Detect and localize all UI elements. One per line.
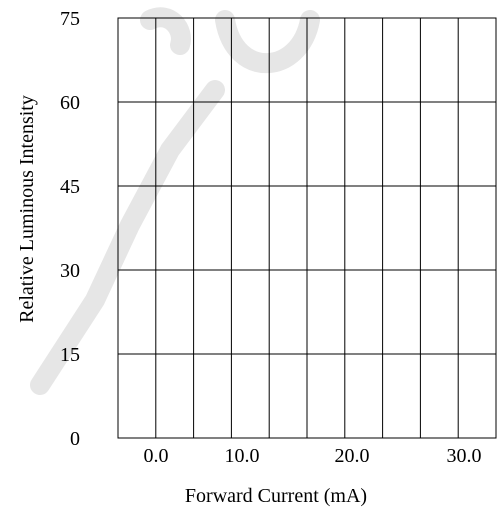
- x-tick-label: 0.0: [144, 445, 169, 467]
- y-tick-label: 45: [60, 176, 80, 198]
- watermark-stroke-2: [140, 7, 191, 55]
- x-tick-label: 10.0: [225, 445, 260, 467]
- y-tick-label: 15: [60, 344, 80, 366]
- x-tick-label: 20.0: [335, 445, 370, 467]
- plot-area: [117, 17, 497, 439]
- x-tick-label: 30.0: [447, 445, 482, 467]
- y-tick-label: 60: [60, 92, 80, 114]
- y-tick-label: 75: [60, 8, 80, 30]
- x-tick-labels: 0.0 10.0 20.0 30.0: [144, 445, 482, 467]
- watermark-stroke-3: [215, 10, 320, 74]
- y-tick-label: 30: [60, 260, 80, 282]
- watermark-stroke-1: [30, 80, 225, 395]
- y-tick-label: 0: [70, 428, 80, 450]
- x-axis-label: Forward Current (mA): [185, 485, 367, 507]
- y-tick-labels: 0 15 30 45 60 75: [60, 8, 80, 450]
- y-axis-label: Relative Luminous Intensity: [16, 95, 38, 323]
